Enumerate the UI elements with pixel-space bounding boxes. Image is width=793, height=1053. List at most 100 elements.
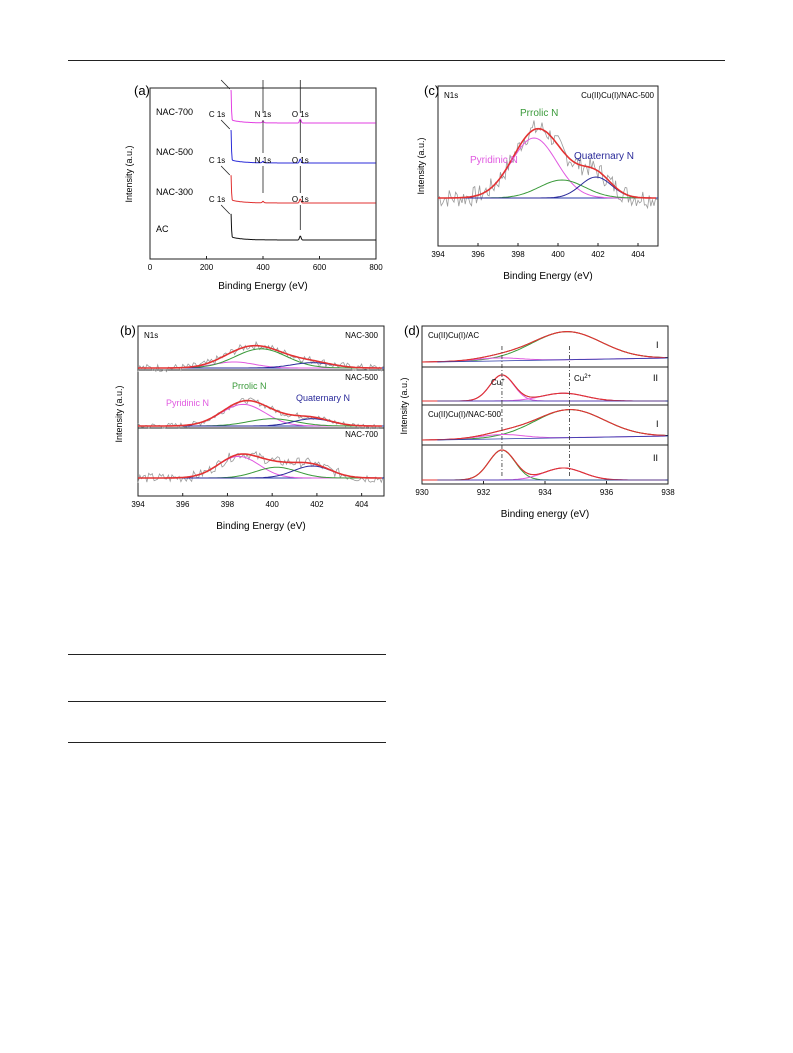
pyridinic-component bbox=[438, 137, 656, 199]
quaternary-label: Quaternary N bbox=[296, 393, 350, 403]
fit-envelope bbox=[421, 409, 666, 441]
plot-frame bbox=[437, 85, 659, 247]
x-tick-label: 396 bbox=[471, 250, 485, 259]
x-axis-label: Binding Energy (eV) bbox=[218, 281, 308, 292]
cu2p-spectrum-chart-d: (d) 930 932 934 936 938 Cu(II)Cu(I)/AC Cu(II… bbox=[399, 323, 675, 520]
x-tick-label: 800 bbox=[369, 263, 383, 272]
trace-label: AC bbox=[156, 224, 169, 234]
x-tick-label: 932 bbox=[477, 488, 491, 497]
baseline bbox=[437, 357, 669, 363]
fit-envelope bbox=[438, 127, 656, 199]
survey-trace bbox=[230, 130, 376, 164]
roman-label: I bbox=[656, 419, 659, 429]
trace-label: NAC-700 bbox=[156, 107, 193, 117]
x-axis-label: Binding Energy (eV) bbox=[503, 271, 593, 282]
x-tick-label: 400 bbox=[256, 263, 270, 272]
y-axis-label: Intensity (a.u.) bbox=[114, 385, 124, 442]
x-tick-label: 934 bbox=[538, 488, 552, 497]
roman-label: I bbox=[656, 340, 659, 350]
cu-2plus-label: Cu2+ bbox=[574, 374, 592, 383]
peak-arrow bbox=[220, 165, 231, 176]
table-mid-rule bbox=[68, 701, 386, 702]
raw-spectrum bbox=[422, 449, 668, 481]
x-axis-label: Binding Energy (eV) bbox=[216, 521, 306, 532]
figure-panel-d: (d) 930 932 934 936 938 Cu(II)Cu(I)/AC Cu(II… bbox=[398, 318, 680, 528]
cu1-component bbox=[422, 374, 666, 402]
page-header-rule bbox=[68, 60, 725, 61]
table-top-rule bbox=[68, 654, 386, 655]
x-tick-label: 0 bbox=[148, 263, 153, 272]
x-tick-label: 394 bbox=[431, 250, 445, 259]
baseline bbox=[437, 435, 669, 441]
n1s-spectrum-chart-b: (b) N1s NAC-300 NAC-500 NAC-700 394 396 39… bbox=[114, 323, 385, 532]
pyrrolic-label: Prrolic N bbox=[232, 381, 267, 391]
peak-label: O 1s bbox=[292, 110, 309, 119]
table-bottom-rule bbox=[68, 742, 386, 743]
peak-label: C 1s bbox=[209, 156, 225, 165]
y-axis-label: Intensity (a.u.) bbox=[416, 137, 426, 194]
survey-trace bbox=[230, 175, 376, 204]
sample-label-700: NAC-700 bbox=[345, 430, 378, 439]
trace-label: NAC-500 bbox=[156, 147, 193, 157]
fit-envelope bbox=[422, 374, 666, 402]
peak-label: N 1s bbox=[255, 156, 271, 165]
cu-plus-label: Cu+ bbox=[491, 378, 505, 387]
peak-label: O 1s bbox=[292, 156, 309, 165]
panel-label: (a) bbox=[134, 83, 150, 98]
fit-envelope bbox=[138, 399, 382, 427]
panel-label: (b) bbox=[120, 323, 136, 338]
peak-label: C 1s bbox=[209, 110, 225, 119]
y-axis-label: Intensity (a.u.) bbox=[124, 145, 134, 202]
survey-trace bbox=[230, 213, 376, 241]
fit-envelope bbox=[422, 449, 666, 481]
sample-label-ac: Cu(II)Cu(I)/AC bbox=[428, 331, 479, 340]
x-tick-label: 404 bbox=[631, 250, 645, 259]
sample-label-500: NAC-500 bbox=[345, 373, 378, 382]
x-tick-label: 402 bbox=[591, 250, 605, 259]
cu1-component bbox=[422, 449, 666, 481]
figure-panel-c: (c) N1s Cu(II)Cu(I)/NAC-500 394 396 398 400… bbox=[398, 78, 680, 293]
peak-arrow bbox=[220, 119, 231, 130]
cu2-component bbox=[422, 392, 666, 402]
pyridinic-label: Pyridinic N bbox=[470, 155, 518, 166]
fit-envelope bbox=[138, 344, 382, 369]
x-tick-label: 398 bbox=[511, 250, 525, 259]
x-tick-label: 400 bbox=[266, 500, 280, 509]
pyridinic-label: Pyridinic N bbox=[166, 398, 209, 408]
peak-label: C 1s bbox=[209, 78, 225, 79]
x-axis-label: Binding energy (eV) bbox=[501, 509, 589, 520]
peak-label: N 1s bbox=[255, 110, 271, 119]
peak-label: C 1s bbox=[209, 195, 225, 204]
spectrum-title: N1s bbox=[444, 91, 458, 100]
x-tick-label: 404 bbox=[355, 500, 369, 509]
x-tick-label: 402 bbox=[310, 500, 324, 509]
survey-spectrum-chart: (a) 0 200 400 600 800 NAC-700 C 1s N 1s O 1s NAC… bbox=[124, 78, 383, 292]
cu2-component bbox=[422, 467, 666, 481]
x-tick-label: 930 bbox=[415, 488, 429, 497]
roman-label: II bbox=[653, 453, 658, 463]
peak-arrow bbox=[220, 79, 231, 90]
raw-spectrum bbox=[422, 374, 668, 402]
panel-label: (c) bbox=[424, 83, 439, 98]
survey-trace bbox=[230, 90, 376, 124]
figure-panel-b: (b) N1s NAC-300 NAC-500 NAC-700 394 396 39… bbox=[114, 318, 394, 533]
peak-label: N 1s bbox=[255, 78, 271, 79]
x-tick-label: 398 bbox=[221, 500, 235, 509]
x-tick-label: 200 bbox=[200, 263, 214, 272]
pyrrolic-label: Prrolic N bbox=[520, 108, 558, 119]
sample-label-300: NAC-300 bbox=[345, 331, 378, 340]
fit-envelope bbox=[138, 453, 382, 479]
x-tick-label: 600 bbox=[313, 263, 327, 272]
figure-panel-a: (a) 0 200 400 600 800 NAC-700 C 1s N 1s O 1s NAC… bbox=[120, 78, 390, 293]
x-tick-label: 936 bbox=[600, 488, 614, 497]
trace-label: NAC-300 bbox=[156, 187, 193, 197]
n1s-spectrum-chart-c: (c) N1s Cu(II)Cu(I)/NAC-500 394 396 398 400… bbox=[416, 83, 659, 282]
x-tick-label: 938 bbox=[661, 488, 675, 497]
sample-label: Cu(II)Cu(I)/NAC-500 bbox=[581, 91, 654, 100]
plot-frame bbox=[137, 325, 385, 497]
spectrum-title: N1s bbox=[144, 331, 158, 340]
x-tick-label: 400 bbox=[551, 250, 565, 259]
fit-envelope bbox=[421, 331, 666, 363]
x-tick-label: 394 bbox=[131, 500, 145, 509]
panel-label: (d) bbox=[404, 323, 420, 338]
